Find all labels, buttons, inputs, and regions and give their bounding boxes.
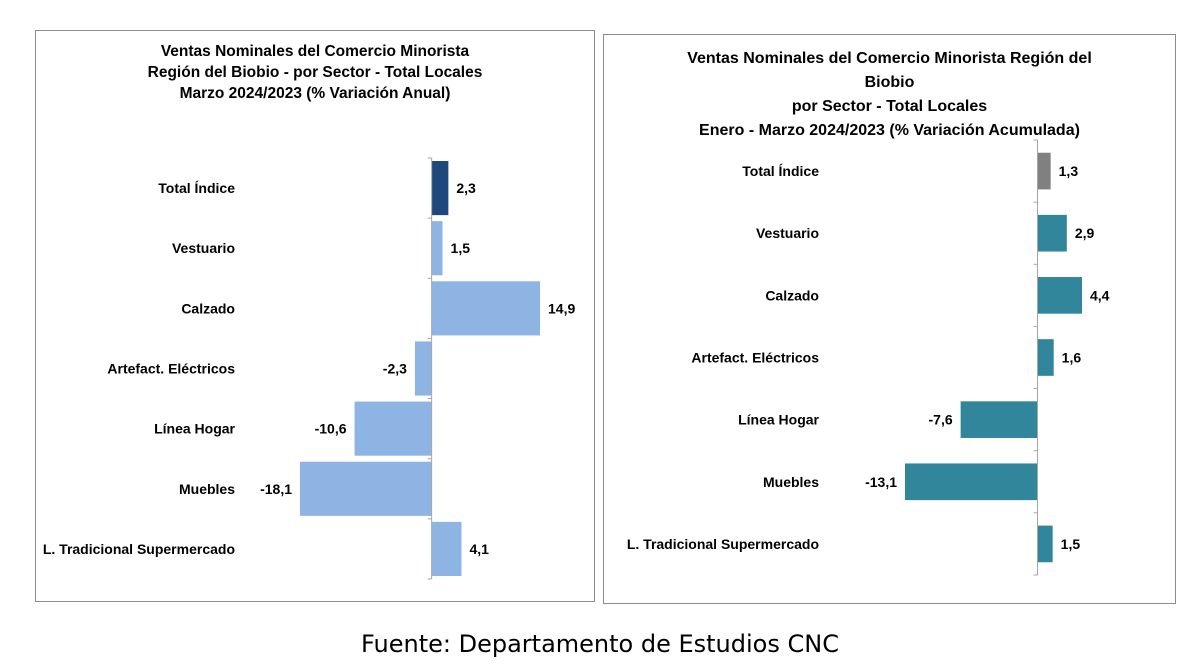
chart-title-line: por Sector - Total Locales bbox=[791, 98, 988, 115]
data-label: 4,4 bbox=[1090, 287, 1110, 303]
bar bbox=[1037, 277, 1082, 314]
bar bbox=[431, 521, 462, 576]
data-label: -13,1 bbox=[865, 474, 897, 490]
bar bbox=[431, 221, 443, 276]
source-note: Fuente: Departamento de Estudios CNC bbox=[361, 630, 839, 658]
category-label: Artefact. Eléctricos bbox=[107, 361, 235, 377]
category-label: Total Índice bbox=[742, 163, 819, 179]
bar bbox=[1037, 525, 1053, 563]
data-label: 1,3 bbox=[1059, 163, 1079, 179]
bar bbox=[354, 401, 432, 456]
category-label: L. Tradicional Supermercado bbox=[627, 536, 819, 552]
category-label: Calzado bbox=[181, 300, 235, 316]
data-label: -7,6 bbox=[929, 412, 953, 428]
chart-title: Ventas Nominales del Comercio Minorista … bbox=[36, 41, 594, 104]
data-label: 14,9 bbox=[548, 300, 575, 316]
chart-panel-cumulative: Ventas Nominales del Comercio Minorista … bbox=[603, 34, 1176, 604]
data-label: 1,6 bbox=[1062, 350, 1082, 366]
data-label: 1,5 bbox=[1061, 536, 1081, 552]
category-label: Muebles bbox=[179, 481, 235, 497]
chart-panel-annual: Ventas Nominales del Comercio Minorista … bbox=[35, 30, 595, 602]
data-label: 4,1 bbox=[469, 541, 489, 557]
category-label: Muebles bbox=[763, 474, 819, 490]
data-label: 1,5 bbox=[451, 240, 471, 256]
bar bbox=[431, 161, 449, 216]
bar bbox=[1037, 339, 1054, 376]
bar bbox=[300, 461, 432, 516]
category-label: Línea Hogar bbox=[738, 412, 819, 428]
data-label: -2,3 bbox=[383, 361, 407, 377]
chart-title-line: Enero - Marzo 2024/2023 (% Variación Acu… bbox=[699, 122, 1080, 139]
chart-title-line: Región del Biobio - por Sector - Total L… bbox=[147, 64, 483, 81]
bar bbox=[1037, 214, 1067, 252]
data-label: -10,6 bbox=[315, 421, 347, 437]
category-label: Línea Hogar bbox=[154, 421, 235, 437]
data-label: 2,3 bbox=[456, 180, 476, 196]
category-label: Vestuario bbox=[172, 240, 235, 256]
bar bbox=[431, 281, 540, 336]
category-label: Calzado bbox=[765, 287, 819, 303]
data-label: 2,9 bbox=[1075, 225, 1095, 241]
chart-title-line: Marzo 2024/2023 (% Variación Anual) bbox=[179, 85, 451, 102]
data-label: -18,1 bbox=[260, 481, 292, 497]
chart-title: Ventas Nominales del Comercio Minorista … bbox=[604, 47, 1175, 143]
category-label: Vestuario bbox=[756, 225, 819, 241]
chart-title-line: Ventas Nominales del Comercio Minorista bbox=[160, 43, 470, 60]
bar bbox=[905, 463, 1038, 501]
bar-chart-cumulative: Total Índice 1,3 Vestuario 2,9 Calzado 4,4 Art… bbox=[627, 139, 1110, 576]
category-label: Artefact. Eléctricos bbox=[691, 350, 819, 366]
chart-title-line: Biobio bbox=[864, 74, 915, 91]
bar-chart-annual: Total Índice 2,3 Vestuario 1,5 Calzado 14,9 Ar… bbox=[43, 157, 575, 580]
bar bbox=[960, 401, 1038, 438]
bar bbox=[1037, 152, 1051, 190]
category-label: L. Tradicional Supermercado bbox=[43, 541, 235, 557]
chart-title-line: Ventas Nominales del Comercio Minorista … bbox=[687, 50, 1092, 67]
bar bbox=[414, 341, 432, 396]
category-label: Total Índice bbox=[158, 180, 235, 196]
